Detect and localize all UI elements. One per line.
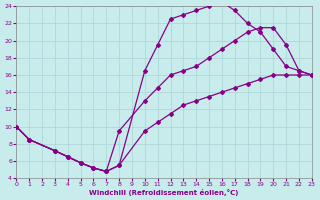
- X-axis label: Windchill (Refroidissement éolien,°C): Windchill (Refroidissement éolien,°C): [89, 189, 239, 196]
